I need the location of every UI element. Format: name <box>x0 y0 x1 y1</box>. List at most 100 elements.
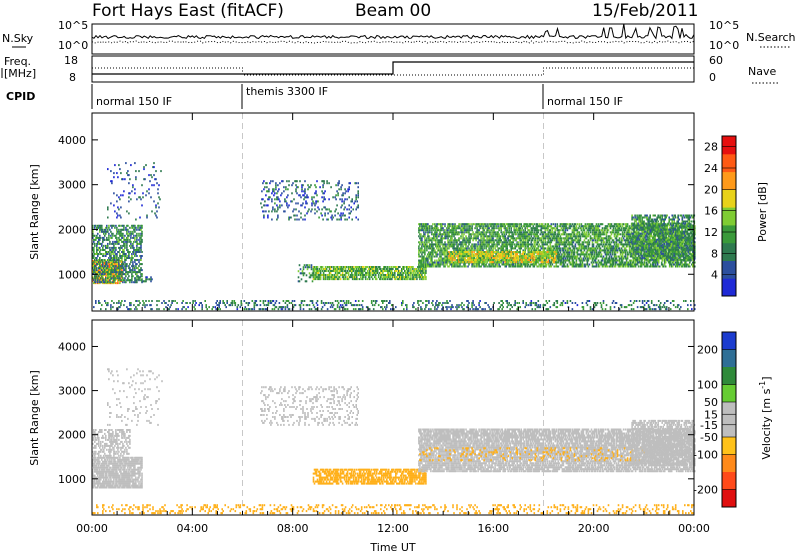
echo-cell <box>314 270 316 272</box>
echo-cell <box>145 280 147 282</box>
echo-cell <box>330 217 332 219</box>
echo-cell <box>298 276 300 278</box>
echo-cell <box>299 180 301 182</box>
echo-cell <box>424 249 426 251</box>
echo-cell <box>339 272 341 274</box>
echo-cell <box>105 265 107 267</box>
echo-cell <box>134 225 136 227</box>
echo-cell <box>119 198 121 200</box>
echo-cell <box>130 164 132 166</box>
echo-cell <box>339 215 341 217</box>
echo-cell <box>312 200 314 202</box>
echo-cell <box>303 268 305 270</box>
echo-cell <box>124 261 126 263</box>
echo-cell <box>119 269 121 271</box>
echo-cell <box>115 269 117 271</box>
echo-cell <box>387 266 389 268</box>
echo-cell <box>423 256 425 258</box>
echo-cell <box>353 202 355 204</box>
echo-cell <box>134 267 136 269</box>
echo-cell <box>414 278 416 280</box>
echo-cell <box>344 206 346 208</box>
echo-cell <box>124 257 126 259</box>
echo-cell <box>295 208 297 210</box>
echo-cell <box>348 217 350 219</box>
echo-cell <box>305 200 307 202</box>
echo-cell <box>429 262 431 264</box>
echo-cell <box>141 275 143 277</box>
echo-cell <box>387 268 389 270</box>
echo-cell <box>140 198 142 200</box>
echo-cell <box>110 259 112 261</box>
echo-cell <box>112 235 114 237</box>
echo-cell <box>356 276 358 278</box>
echo-cell <box>323 196 325 198</box>
echo-cell <box>291 184 293 186</box>
echo-cell <box>365 278 367 280</box>
echo-cell <box>122 265 124 267</box>
echo-cell <box>299 194 301 196</box>
echo-cell <box>357 278 359 280</box>
echo-cell <box>296 192 298 194</box>
echo-cell <box>128 253 130 255</box>
echo-cell <box>353 266 355 268</box>
echo-cell <box>402 278 404 280</box>
echo-cell <box>351 219 353 221</box>
echo-cell <box>110 170 112 172</box>
echo-cell <box>422 227 424 229</box>
echo-cell <box>93 251 95 253</box>
echo-cell <box>314 184 316 186</box>
echo-cell <box>143 168 145 170</box>
echo-cell <box>335 278 337 280</box>
echo-cell <box>141 239 143 241</box>
echo-cell <box>105 233 107 235</box>
echo-cell <box>410 276 412 278</box>
echo-cell <box>134 162 136 164</box>
echo-cell <box>271 192 273 194</box>
echo-cell <box>325 276 327 278</box>
echo-cell <box>143 166 145 168</box>
echo-cell <box>429 229 431 231</box>
echo-cell <box>135 219 137 221</box>
echo-cell <box>432 253 434 255</box>
echo-cell <box>425 272 427 274</box>
echo-cell <box>101 243 103 245</box>
echo-cell <box>119 225 121 227</box>
echo-cell <box>391 266 393 268</box>
echo-cell <box>416 268 418 270</box>
echo-cell <box>119 282 121 284</box>
echo-cell <box>277 217 279 219</box>
echo-cell <box>118 229 120 231</box>
echo-cell <box>376 266 378 268</box>
echo-cell <box>106 261 108 263</box>
echo-cell <box>378 274 380 276</box>
echo-cell <box>441 225 443 227</box>
echo-cell <box>440 247 442 249</box>
echo-cell <box>125 275 127 277</box>
cpid-segment-3: normal 150 IF <box>547 95 623 108</box>
echo-cell <box>127 233 129 235</box>
echo-cell <box>101 275 103 277</box>
echo-cell <box>422 268 424 270</box>
echo-cell <box>426 249 428 251</box>
echo-cell <box>116 229 118 231</box>
echo-cell <box>124 245 126 247</box>
echo-cell <box>418 253 420 255</box>
echo-cell <box>115 225 117 227</box>
echo-cell <box>106 263 108 265</box>
echo-cell <box>123 229 125 231</box>
echo-cell <box>109 247 111 249</box>
echo-cell <box>344 215 346 217</box>
echo-cell <box>405 270 407 272</box>
echo-cell <box>271 219 273 221</box>
echo-cell <box>117 215 119 217</box>
echo-cell <box>335 272 337 274</box>
echo-cell <box>302 219 304 221</box>
echo-cell <box>436 266 438 268</box>
echo-cell <box>311 204 313 206</box>
noise-panel: N.Sky 10^5 10^0 10^5 10^0 N.Search <box>2 19 796 54</box>
echo-cell <box>158 206 160 208</box>
echo-cell <box>141 235 143 237</box>
echo-cell <box>142 192 144 194</box>
echo-cell <box>327 219 329 221</box>
